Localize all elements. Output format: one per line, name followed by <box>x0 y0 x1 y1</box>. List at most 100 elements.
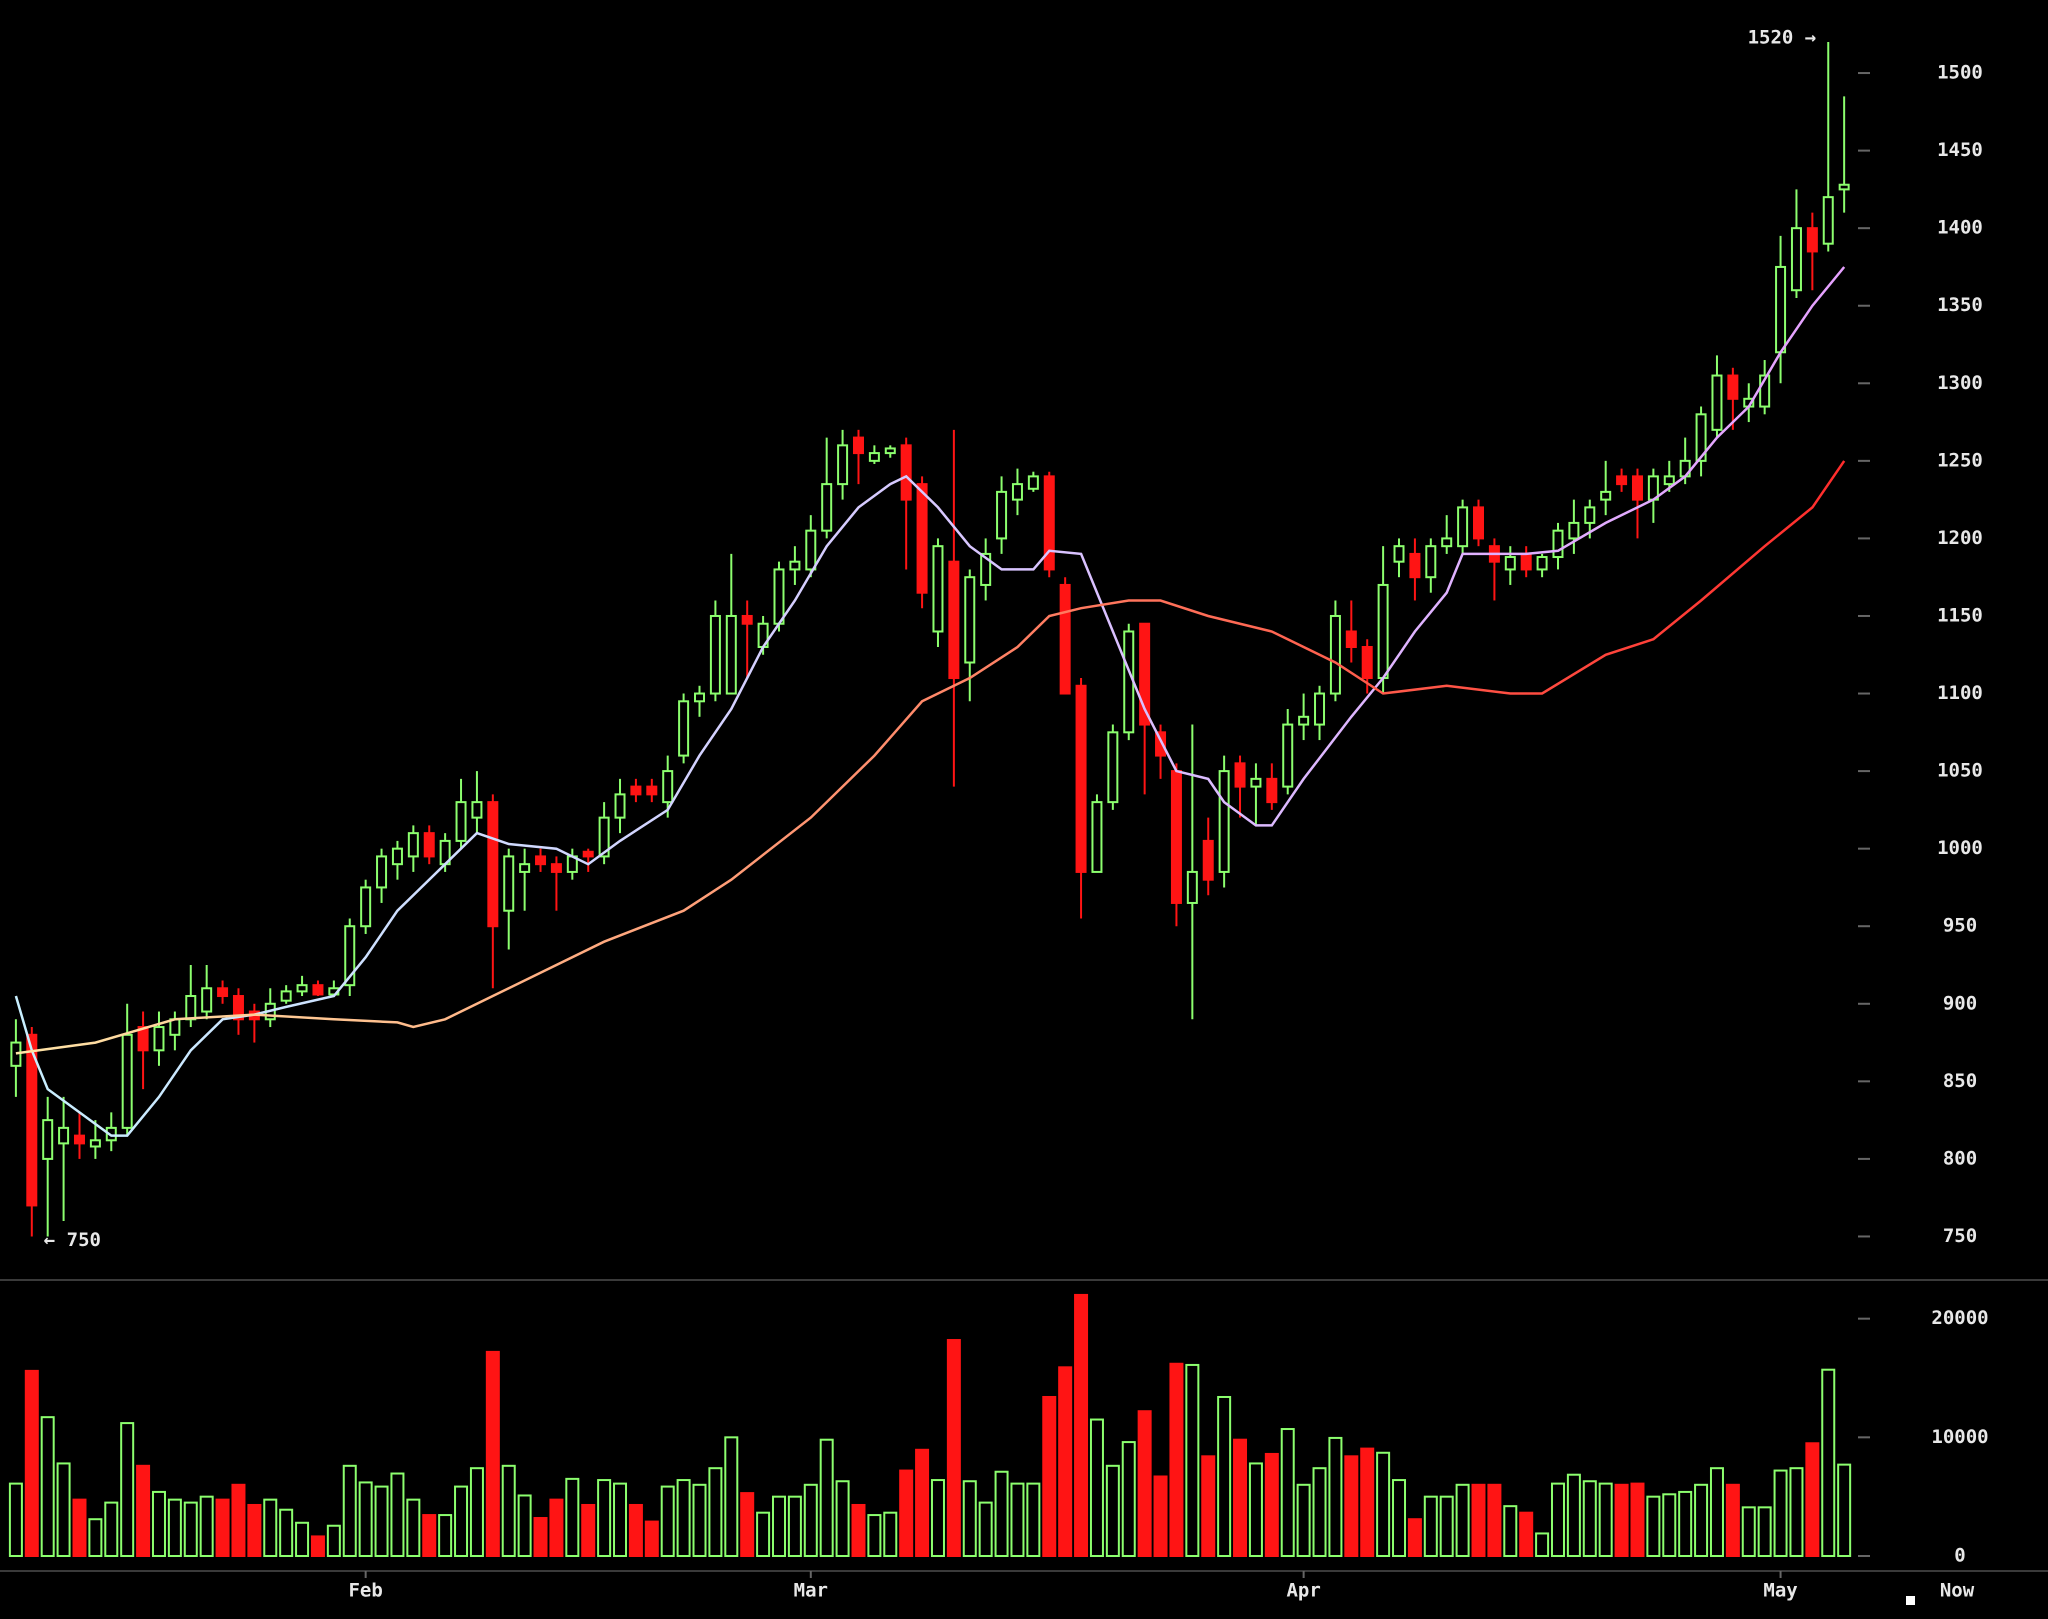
candle-body <box>630 785 642 796</box>
candle-body <box>1409 552 1421 579</box>
candle-body <box>1377 583 1389 680</box>
candle-body <box>1616 475 1628 486</box>
candle-body <box>1584 506 1596 524</box>
candle-body <box>232 995 244 1021</box>
now-label: Now <box>1940 1580 1975 1602</box>
volume-bar <box>1328 1436 1343 1557</box>
candle-body <box>1711 374 1723 431</box>
volume-bar <box>295 1521 310 1557</box>
volume-bar <box>231 1483 246 1558</box>
candle-body <box>1345 630 1357 648</box>
x-tick-label: Feb <box>348 1580 382 1602</box>
y-tick-label: 1400 <box>1937 217 1983 239</box>
candle-body <box>1059 583 1071 695</box>
volume-bar <box>120 1422 135 1558</box>
volume-bar <box>899 1469 914 1558</box>
volume-bar <box>1312 1467 1327 1557</box>
candle-body <box>312 984 324 996</box>
volume-bar <box>1185 1363 1200 1557</box>
candle-body <box>471 801 483 819</box>
annotation: 1520 → <box>1748 27 1817 49</box>
y-tick-label: 1000 <box>1937 837 1983 859</box>
volume-bar <box>1121 1441 1136 1557</box>
x-tick-label: Apr <box>1286 1580 1320 1602</box>
volume-bar <box>1407 1518 1422 1558</box>
candle-body <box>153 1026 165 1052</box>
volume-bar <box>1137 1410 1152 1558</box>
volume-bar <box>883 1511 898 1557</box>
candle-body <box>646 785 658 796</box>
candle-body <box>1759 374 1771 408</box>
volume-tick-label: 10000 <box>1931 1426 1988 1448</box>
volume-bar <box>1169 1362 1184 1558</box>
candle-body <box>1155 731 1167 757</box>
volume-bar <box>279 1508 294 1557</box>
y-tick-label: 950 <box>1943 915 1977 937</box>
candle-body <box>773 568 785 625</box>
volume-bar <box>930 1479 945 1558</box>
candle-body <box>1266 777 1278 804</box>
candle-body <box>185 995 197 1021</box>
candle-body <box>1314 692 1326 726</box>
candle-body <box>1202 839 1214 881</box>
volume-bar <box>708 1467 723 1557</box>
volume-bar <box>1757 1506 1772 1558</box>
volume-bar <box>1439 1495 1454 1557</box>
candle-body <box>42 1119 54 1160</box>
candle-body <box>58 1126 70 1145</box>
candle-body <box>201 987 213 1013</box>
volume-bar <box>740 1492 755 1558</box>
candle-body <box>1790 227 1802 292</box>
volume-bar <box>1074 1293 1089 1558</box>
volume-bar <box>756 1511 771 1557</box>
candle-body <box>996 490 1008 540</box>
volume-bar <box>1423 1495 1438 1557</box>
candle-body <box>1504 556 1516 571</box>
volume-bar <box>151 1490 166 1558</box>
volume-bar <box>1153 1475 1168 1557</box>
volume-bar <box>1217 1395 1232 1558</box>
y-tick-label: 850 <box>1943 1070 1977 1092</box>
volume-bar <box>1630 1482 1645 1557</box>
candle-body <box>121 1033 133 1129</box>
candle-body <box>852 436 864 455</box>
candle-body <box>694 692 706 703</box>
candle-body <box>1552 529 1564 559</box>
volume-bar <box>24 1369 39 1557</box>
candle-body <box>1536 556 1548 571</box>
volume-bar <box>1678 1490 1693 1558</box>
candle-body <box>837 444 849 486</box>
volume-bar <box>565 1477 580 1558</box>
volume-bar <box>1789 1467 1804 1557</box>
volume-bar <box>1058 1366 1073 1557</box>
y-tick-label: 1450 <box>1937 139 1983 161</box>
volume-bar <box>867 1514 882 1558</box>
volume-bar <box>485 1350 500 1557</box>
x-tick-label: Mar <box>794 1580 828 1602</box>
candle-body <box>678 700 690 757</box>
volume-bar <box>1010 1482 1025 1557</box>
volume-bar <box>1233 1438 1248 1557</box>
volume-bar <box>851 1503 866 1558</box>
volume-bar <box>946 1339 961 1557</box>
volume-bar <box>215 1498 230 1557</box>
candle-body <box>1441 537 1453 548</box>
volume-bar <box>1026 1482 1041 1557</box>
volume-bar <box>1709 1467 1724 1557</box>
volume-bar <box>438 1514 453 1558</box>
moving-average <box>15 460 1846 1055</box>
y-tick-label: 1100 <box>1937 682 1983 704</box>
candle-body <box>1250 777 1262 788</box>
volume-bar <box>1519 1511 1534 1557</box>
volume-bar <box>199 1495 214 1557</box>
candle-body <box>1123 630 1135 734</box>
volume-bar <box>1566 1473 1581 1558</box>
candle-body <box>821 483 833 532</box>
candle-body <box>89 1139 101 1148</box>
volume-bar <box>88 1518 103 1558</box>
volume-bar <box>1042 1395 1057 1558</box>
candle-body <box>550 863 562 873</box>
candle-body <box>1838 183 1850 191</box>
volume-bar <box>1646 1495 1661 1557</box>
